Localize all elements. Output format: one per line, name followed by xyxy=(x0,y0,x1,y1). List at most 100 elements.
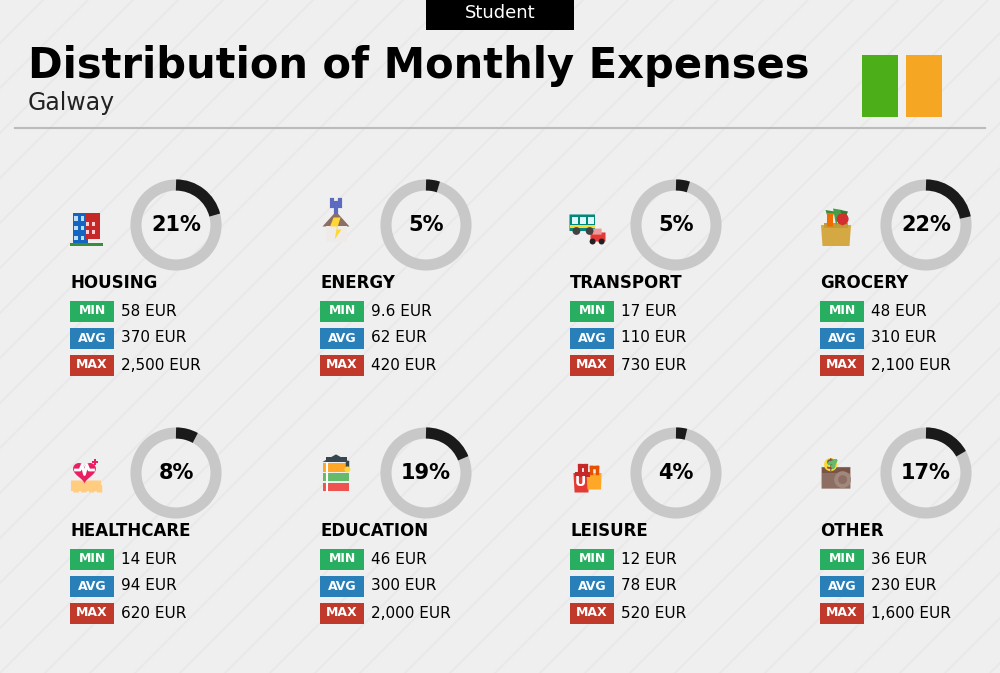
FancyBboxPatch shape xyxy=(820,301,864,322)
Text: OTHER: OTHER xyxy=(820,522,884,540)
FancyBboxPatch shape xyxy=(92,461,98,464)
Polygon shape xyxy=(573,473,590,493)
Text: 58 EUR: 58 EUR xyxy=(121,304,177,318)
Text: MAX: MAX xyxy=(326,359,358,371)
FancyBboxPatch shape xyxy=(820,575,864,596)
FancyBboxPatch shape xyxy=(570,602,614,623)
FancyBboxPatch shape xyxy=(820,602,864,623)
Text: AVG: AVG xyxy=(578,332,606,345)
FancyBboxPatch shape xyxy=(70,301,114,322)
FancyBboxPatch shape xyxy=(86,230,89,234)
Text: 48 EUR: 48 EUR xyxy=(871,304,927,318)
Text: AVG: AVG xyxy=(578,579,606,592)
FancyBboxPatch shape xyxy=(81,226,84,230)
Text: 78 EUR: 78 EUR xyxy=(621,579,677,594)
FancyBboxPatch shape xyxy=(320,301,364,322)
Text: 94 EUR: 94 EUR xyxy=(121,579,177,594)
Text: Distribution of Monthly Expenses: Distribution of Monthly Expenses xyxy=(28,45,810,87)
Text: 300 EUR: 300 EUR xyxy=(371,579,436,594)
FancyBboxPatch shape xyxy=(820,548,864,569)
FancyBboxPatch shape xyxy=(70,575,114,596)
FancyBboxPatch shape xyxy=(320,328,364,349)
FancyBboxPatch shape xyxy=(572,217,578,223)
Text: $: $ xyxy=(826,458,835,472)
Text: 12 EUR: 12 EUR xyxy=(621,551,677,567)
Text: 8%: 8% xyxy=(158,463,194,483)
Text: MIN: MIN xyxy=(828,553,856,565)
FancyBboxPatch shape xyxy=(426,0,574,30)
Text: Galway: Galway xyxy=(28,91,115,115)
FancyBboxPatch shape xyxy=(862,55,898,117)
Text: MAX: MAX xyxy=(576,359,608,371)
Text: 730 EUR: 730 EUR xyxy=(621,357,686,372)
Text: 9.6 EUR: 9.6 EUR xyxy=(371,304,432,318)
Polygon shape xyxy=(840,210,848,227)
Text: MAX: MAX xyxy=(326,606,358,620)
FancyBboxPatch shape xyxy=(569,215,595,231)
Text: MIN: MIN xyxy=(328,304,356,318)
FancyBboxPatch shape xyxy=(86,221,89,225)
Text: 5%: 5% xyxy=(408,215,444,235)
FancyBboxPatch shape xyxy=(81,236,84,240)
Text: MAX: MAX xyxy=(826,359,858,371)
FancyBboxPatch shape xyxy=(820,355,864,376)
Text: EDUCATION: EDUCATION xyxy=(320,522,428,540)
FancyBboxPatch shape xyxy=(71,481,101,491)
FancyBboxPatch shape xyxy=(824,223,848,228)
Circle shape xyxy=(599,238,605,244)
Text: 5%: 5% xyxy=(658,215,694,235)
Text: MAX: MAX xyxy=(76,359,108,371)
Text: MIN: MIN xyxy=(78,304,106,318)
FancyBboxPatch shape xyxy=(70,328,114,349)
FancyBboxPatch shape xyxy=(323,483,349,491)
FancyBboxPatch shape xyxy=(70,355,114,376)
FancyBboxPatch shape xyxy=(590,232,606,242)
FancyBboxPatch shape xyxy=(320,355,364,376)
Text: AVG: AVG xyxy=(78,579,106,592)
FancyBboxPatch shape xyxy=(70,243,103,246)
FancyBboxPatch shape xyxy=(72,213,88,246)
FancyBboxPatch shape xyxy=(827,213,833,227)
Circle shape xyxy=(572,227,580,235)
FancyBboxPatch shape xyxy=(570,548,614,569)
Text: MIN: MIN xyxy=(78,553,106,565)
FancyBboxPatch shape xyxy=(570,301,614,322)
Text: AVG: AVG xyxy=(328,332,356,345)
FancyBboxPatch shape xyxy=(92,221,95,225)
FancyBboxPatch shape xyxy=(906,55,942,117)
FancyBboxPatch shape xyxy=(323,473,349,481)
Circle shape xyxy=(824,458,837,471)
FancyBboxPatch shape xyxy=(570,355,614,376)
Circle shape xyxy=(590,238,596,244)
FancyBboxPatch shape xyxy=(92,230,95,234)
FancyBboxPatch shape xyxy=(570,328,614,349)
Text: U: U xyxy=(574,475,586,489)
Polygon shape xyxy=(73,463,96,484)
FancyBboxPatch shape xyxy=(94,459,96,465)
Polygon shape xyxy=(821,225,851,246)
Polygon shape xyxy=(587,473,602,489)
FancyBboxPatch shape xyxy=(593,229,602,235)
Text: 310 EUR: 310 EUR xyxy=(871,330,936,345)
Text: 22%: 22% xyxy=(901,215,951,235)
Text: 370 EUR: 370 EUR xyxy=(121,330,186,345)
Text: 230 EUR: 230 EUR xyxy=(871,579,936,594)
Text: 14 EUR: 14 EUR xyxy=(121,551,177,567)
FancyBboxPatch shape xyxy=(822,468,850,473)
Text: HOUSING: HOUSING xyxy=(70,274,157,292)
Text: Student: Student xyxy=(465,4,535,22)
Text: 46 EUR: 46 EUR xyxy=(371,551,427,567)
Text: TRANSPORT: TRANSPORT xyxy=(570,274,683,292)
FancyBboxPatch shape xyxy=(588,217,594,223)
FancyBboxPatch shape xyxy=(820,328,864,349)
Polygon shape xyxy=(833,209,842,225)
Text: AVG: AVG xyxy=(828,332,856,345)
FancyBboxPatch shape xyxy=(570,575,614,596)
Text: MIN: MIN xyxy=(578,553,606,565)
FancyBboxPatch shape xyxy=(70,602,114,623)
Polygon shape xyxy=(322,211,350,227)
Text: 2,100 EUR: 2,100 EUR xyxy=(871,357,951,372)
Text: LEISURE: LEISURE xyxy=(570,522,648,540)
Text: GROCERY: GROCERY xyxy=(820,274,908,292)
Circle shape xyxy=(837,213,849,225)
